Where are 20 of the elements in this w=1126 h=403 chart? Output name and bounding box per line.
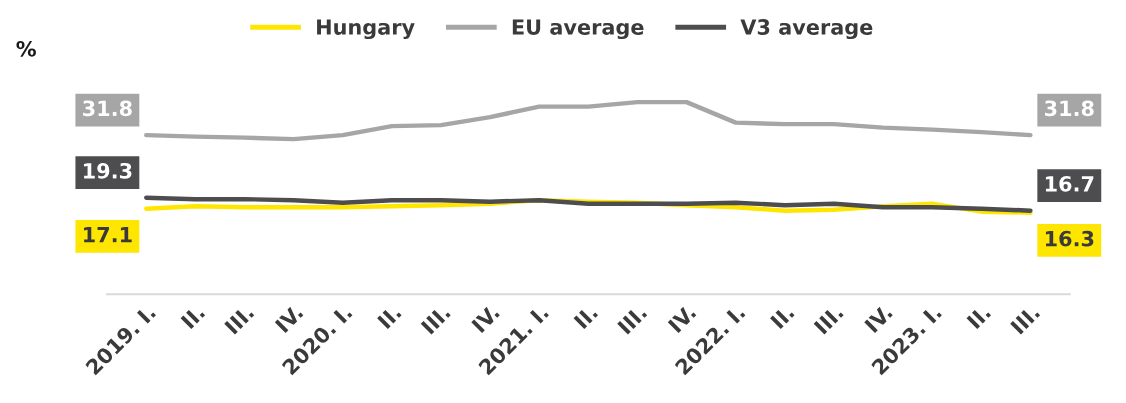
x-tick-label: II. (966, 304, 991, 329)
x-tick-label: III. (224, 304, 255, 335)
x-tick-label: III. (420, 304, 451, 335)
legend-label: EU average (512, 19, 644, 40)
x-tick-label: III. (617, 304, 648, 335)
legend-label: Hungary (317, 19, 415, 40)
y-axis-title: % (16, 40, 36, 57)
x-tick-label: II. (770, 304, 795, 329)
data-label: 17.1 (84, 227, 132, 243)
data-label: 31.8 (1044, 100, 1094, 117)
x-tick-label: III. (1010, 304, 1041, 335)
x-tick-label: II. (377, 304, 402, 329)
data-label: 31.8 (83, 100, 132, 117)
data-label: 16.3 (1045, 230, 1094, 247)
data-label: 19.3 (84, 162, 132, 179)
legend-label: V3 average (740, 19, 873, 40)
x-tick-label: II. (180, 304, 206, 329)
data-label: 16.7 (1045, 175, 1094, 192)
x-tick-label: II. (573, 304, 599, 329)
x-tick-label: III. (813, 304, 844, 335)
